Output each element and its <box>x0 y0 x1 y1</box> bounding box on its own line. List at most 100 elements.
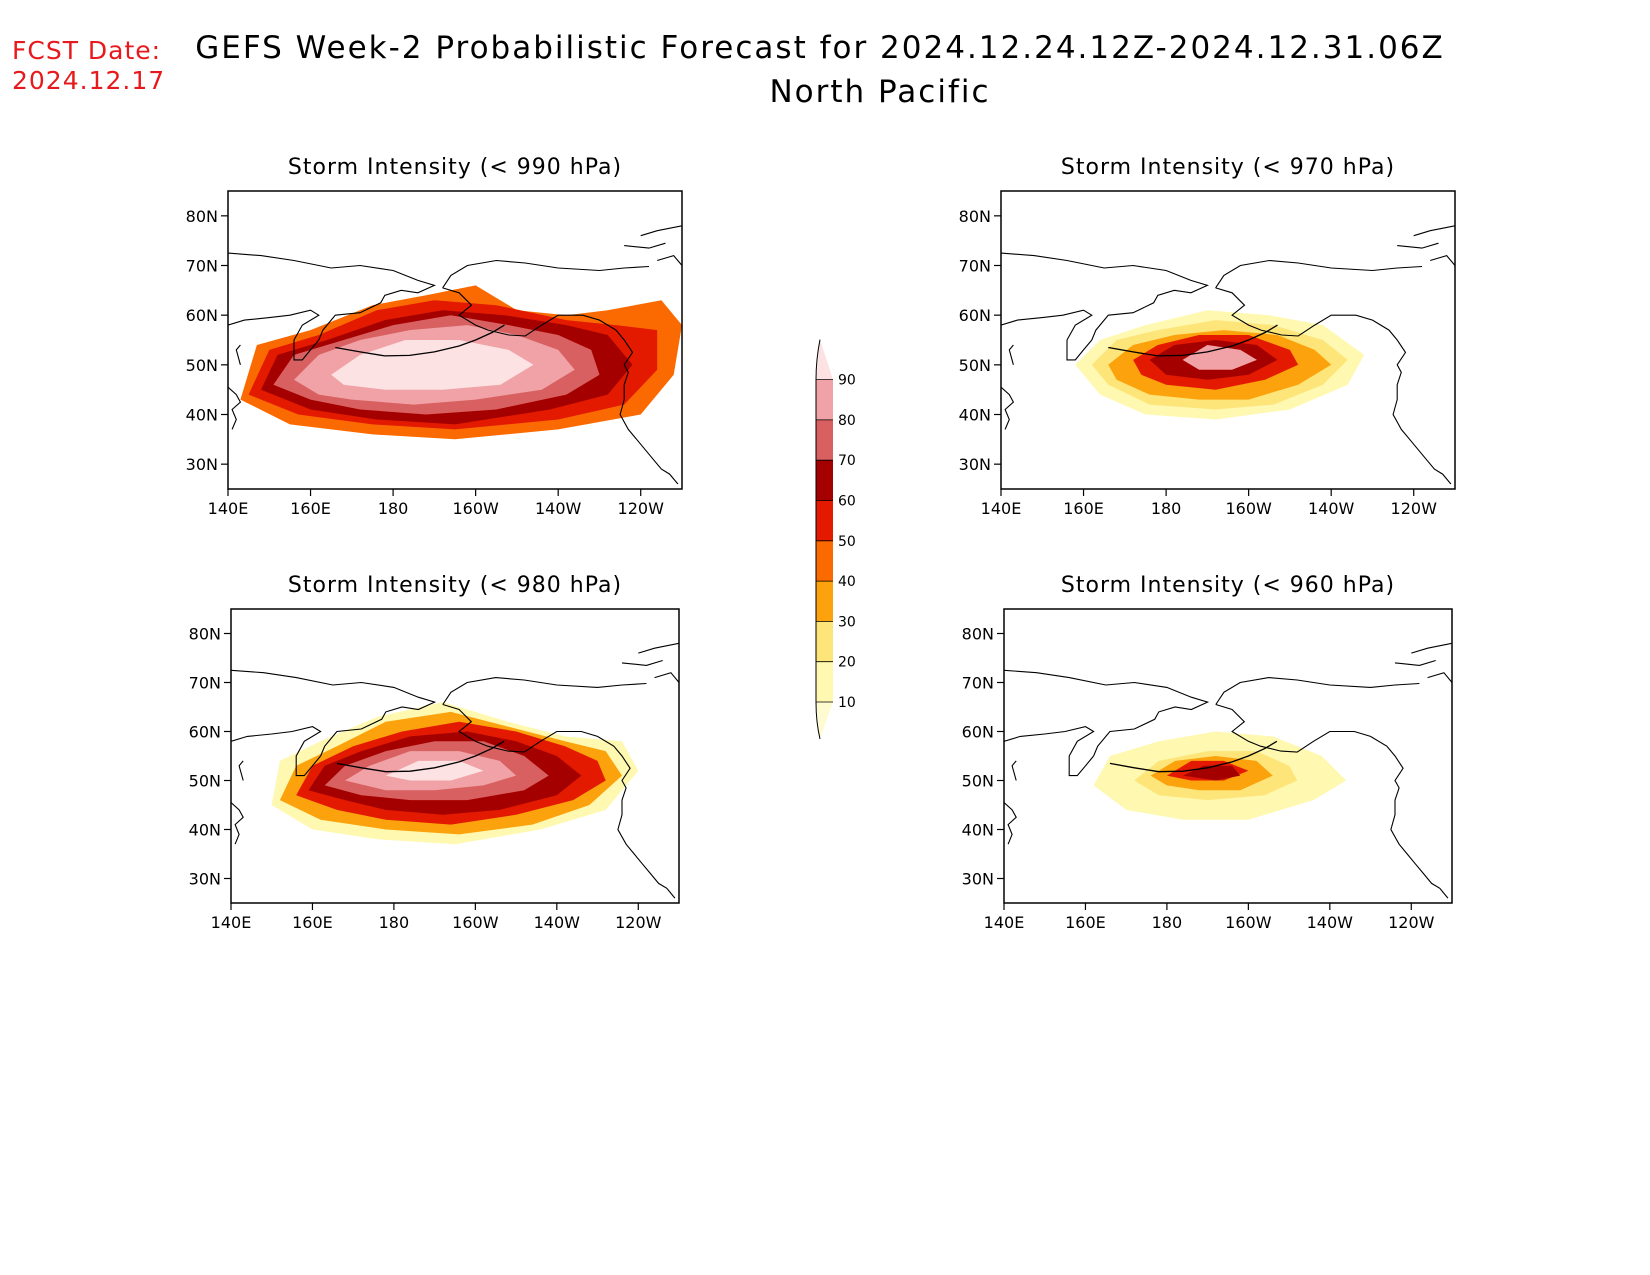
lon-tick-label: 120W <box>1391 499 1438 518</box>
coastline <box>1011 760 1017 781</box>
lon-tick-label: 180 <box>378 499 409 518</box>
lat-tick-label: 30N <box>189 870 221 889</box>
aleutian-islands <box>1108 324 1278 357</box>
probability-shading <box>1093 731 1347 820</box>
lon-tick-label: 140E <box>981 499 1022 518</box>
map-frame <box>1000 190 1456 490</box>
colorbar-label: 80 <box>838 413 856 429</box>
coastline <box>228 386 242 430</box>
lat-tick-label: 50N <box>962 772 994 791</box>
colorbar: 10 20 30 40 50 60 70 80 90 <box>815 339 856 740</box>
lat-tick-label: 40N <box>959 406 991 425</box>
lat-tick-label: 30N <box>959 455 991 474</box>
panel-title: Storm Intensity (< 970 hPa) <box>1061 155 1395 180</box>
coastline <box>1004 726 1095 777</box>
lat-tick-label: 70N <box>186 257 218 276</box>
coastline <box>624 242 666 249</box>
coastline <box>1215 677 1420 705</box>
coastline <box>231 669 437 757</box>
lat-tick-label: 50N <box>189 772 221 791</box>
lat-tick-label: 40N <box>186 406 218 425</box>
colorbar-segment-10 <box>816 661 833 702</box>
coastline <box>442 703 676 899</box>
coastline <box>1001 309 1093 361</box>
map-panel-p990: Storm Intensity (< 990 hPa) 80N 70N 60N 50N 4… <box>186 155 683 518</box>
probability-contour-80 <box>1182 345 1257 370</box>
colorbar-label: 20 <box>838 655 856 671</box>
coastline <box>231 726 322 777</box>
coastline <box>442 287 679 485</box>
lon-tick-label: 160W <box>1225 499 1272 518</box>
coastline <box>1413 225 1455 237</box>
lon-tick-label: 140E <box>208 499 249 518</box>
lat-tick-label: 40N <box>962 821 994 840</box>
lon-tick-label: 140W <box>534 913 581 932</box>
colorbar-segment-70 <box>816 419 833 461</box>
lat-tick-label: 30N <box>186 455 218 474</box>
colorbar-extend-high <box>816 339 833 380</box>
coastline <box>1215 259 1423 289</box>
coastline <box>1001 252 1209 341</box>
coastline <box>657 254 682 266</box>
lon-tick-label: 120W <box>1388 913 1435 932</box>
colorbar-segment-80 <box>816 379 833 420</box>
colorbar-label: 70 <box>838 453 856 469</box>
colorbar-segment-20 <box>816 621 833 662</box>
lat-tick-label: 70N <box>959 257 991 276</box>
coastline <box>1215 703 1449 899</box>
lon-tick-label: 160W <box>452 913 499 932</box>
coastline <box>654 672 679 683</box>
aleutian-islands <box>336 740 505 773</box>
coastline <box>235 344 241 365</box>
colorbar-label: 50 <box>838 534 856 550</box>
probability-contour-90 <box>385 760 484 781</box>
lat-tick-label: 80N <box>962 625 994 644</box>
colorbar-label: 10 <box>838 695 856 711</box>
lat-tick-label: 60N <box>959 306 991 325</box>
probability-contour-90 <box>331 340 534 390</box>
lon-tick-label: 180 <box>379 913 410 932</box>
map-panel-p970: Storm Intensity (< 970 hPa) 80N 70N 60N 50N 4… <box>959 155 1456 518</box>
colorbar-label: 40 <box>838 574 856 590</box>
coastline <box>1008 344 1014 365</box>
coastline <box>621 659 663 666</box>
colorbar-segment-40 <box>816 540 833 582</box>
lat-tick-label: 50N <box>959 356 991 375</box>
panel-title: Storm Intensity (< 990 hPa) <box>288 155 622 180</box>
map-frame <box>1003 608 1453 904</box>
panel-title: Storm Intensity (< 980 hPa) <box>288 573 622 598</box>
lon-tick-label: 160W <box>452 499 499 518</box>
coastline <box>638 642 679 654</box>
map-frame <box>227 190 683 490</box>
lon-tick-label: 140E <box>984 913 1025 932</box>
coastline <box>1397 242 1439 249</box>
coastline <box>442 259 650 289</box>
lon-tick-label: 180 <box>1151 499 1182 518</box>
coastline <box>1004 669 1210 757</box>
lon-tick-label: 120W <box>618 499 665 518</box>
coastline <box>231 802 244 845</box>
lat-tick-label: 80N <box>959 207 991 226</box>
coastlines <box>1001 225 1455 485</box>
lon-tick-label: 160E <box>1063 499 1104 518</box>
lat-tick-label: 80N <box>189 625 221 644</box>
region-subtitle: North Pacific <box>769 74 991 110</box>
coastlines <box>228 225 682 485</box>
coastline <box>228 252 436 341</box>
lat-tick-label: 80N <box>186 207 218 226</box>
probability-shading <box>1075 310 1365 420</box>
lon-tick-label: 160E <box>290 499 331 518</box>
colorbar-segment-30 <box>816 581 833 622</box>
aleutian-islands <box>1109 740 1278 773</box>
coastline <box>238 760 244 781</box>
coastline <box>1215 287 1452 485</box>
aleutian-islands <box>335 324 505 357</box>
fcst-date: 2024.12.17 <box>12 66 166 95</box>
panel-title: Storm Intensity (< 960 hPa) <box>1061 573 1395 598</box>
colorbar-label: 30 <box>838 614 856 630</box>
map-frame <box>230 608 680 904</box>
lat-tick-label: 50N <box>186 356 218 375</box>
lat-tick-label: 70N <box>962 674 994 693</box>
probability-shading <box>271 702 639 845</box>
lon-tick-label: 140W <box>1307 913 1354 932</box>
